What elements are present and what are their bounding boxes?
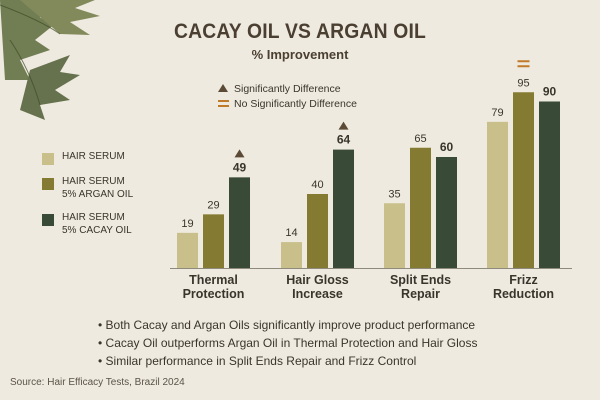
significance-key-significant: Significantly Difference — [215, 83, 341, 95]
data-label: 19 — [181, 218, 193, 230]
legend-label: HAIR SERUM 5% ARGAN OIL — [62, 176, 134, 200]
equals-icon — [217, 100, 229, 107]
category-label: Protection — [183, 287, 245, 301]
bar — [513, 92, 534, 268]
category-label: Reduction — [493, 287, 554, 301]
data-label: 14 — [285, 227, 297, 239]
data-label: 90 — [543, 85, 557, 99]
category-label: Thermal — [189, 273, 238, 287]
category-label: Increase — [292, 287, 343, 301]
data-label: 79 — [491, 107, 503, 119]
key-findings: • Both Cacay and Argan Oils significantl… — [98, 318, 477, 372]
category-label: Frizz — [509, 273, 537, 287]
no-significance-equals-icon — [517, 60, 530, 63]
legend-swatch — [42, 178, 54, 190]
finding-item: • Similar performance in Split Ends Repa… — [98, 354, 417, 368]
data-label: 29 — [207, 199, 219, 211]
bar — [203, 214, 224, 268]
legend-item: HAIR SERUM — [42, 150, 150, 165]
bar — [307, 194, 328, 268]
significance-triangle-icon — [338, 121, 349, 130]
significance-triangle-icon — [234, 149, 245, 158]
data-label: 64 — [337, 133, 351, 147]
legend-item: HAIR SERUM 5% CACAY OIL — [42, 211, 150, 237]
category-label: Split Ends — [390, 273, 451, 287]
data-label: 60 — [440, 140, 454, 154]
data-label: 49 — [233, 160, 247, 174]
legend-item: HAIR SERUM 5% ARGAN OIL — [42, 175, 150, 201]
legend-label: HAIR SERUM 5% CACAY OIL — [62, 212, 132, 236]
category-label: Repair — [401, 287, 440, 301]
legend-swatch — [42, 153, 54, 165]
chart-title: CACAY OIL VS ARGAN OIL — [173, 20, 427, 43]
legend: HAIR SERUM HAIR SERUM 5% ARGAN OIL HAIR … — [42, 150, 150, 247]
bar — [539, 101, 560, 268]
significance-key-not-significant: No Significantly Difference — [215, 98, 357, 110]
chart-subtitle: % Improvement — [251, 47, 349, 62]
source-note: Source: Hair Efficacy Tests, Brazil 2024 — [10, 377, 185, 388]
bar — [177, 232, 198, 268]
significance-key-significant-label: Significantly Difference — [234, 83, 341, 95]
bar — [410, 147, 431, 268]
data-label: 65 — [414, 133, 426, 145]
legend-label: HAIR SERUM — [62, 151, 125, 162]
legend-swatch — [42, 214, 54, 226]
triangle-icon — [218, 84, 228, 92]
finding-item: • Both Cacay and Argan Oils significantl… — [98, 318, 476, 332]
data-label: 35 — [388, 188, 400, 200]
palm-leaves-decoration — [0, 0, 100, 120]
data-label: 95 — [517, 77, 529, 89]
bar — [384, 203, 405, 268]
bar — [281, 242, 302, 268]
bar — [229, 177, 250, 268]
bar — [487, 121, 508, 268]
no-significance-equals-icon — [517, 65, 530, 68]
significance-key-not-significant-label: No Significantly Difference — [234, 98, 357, 110]
data-label: 40 — [311, 179, 323, 191]
category-label: Hair Gloss — [286, 273, 349, 287]
bar — [333, 149, 354, 268]
bar — [436, 157, 457, 268]
finding-item: • Cacay Oil outperforms Argan Oil in The… — [98, 336, 478, 350]
